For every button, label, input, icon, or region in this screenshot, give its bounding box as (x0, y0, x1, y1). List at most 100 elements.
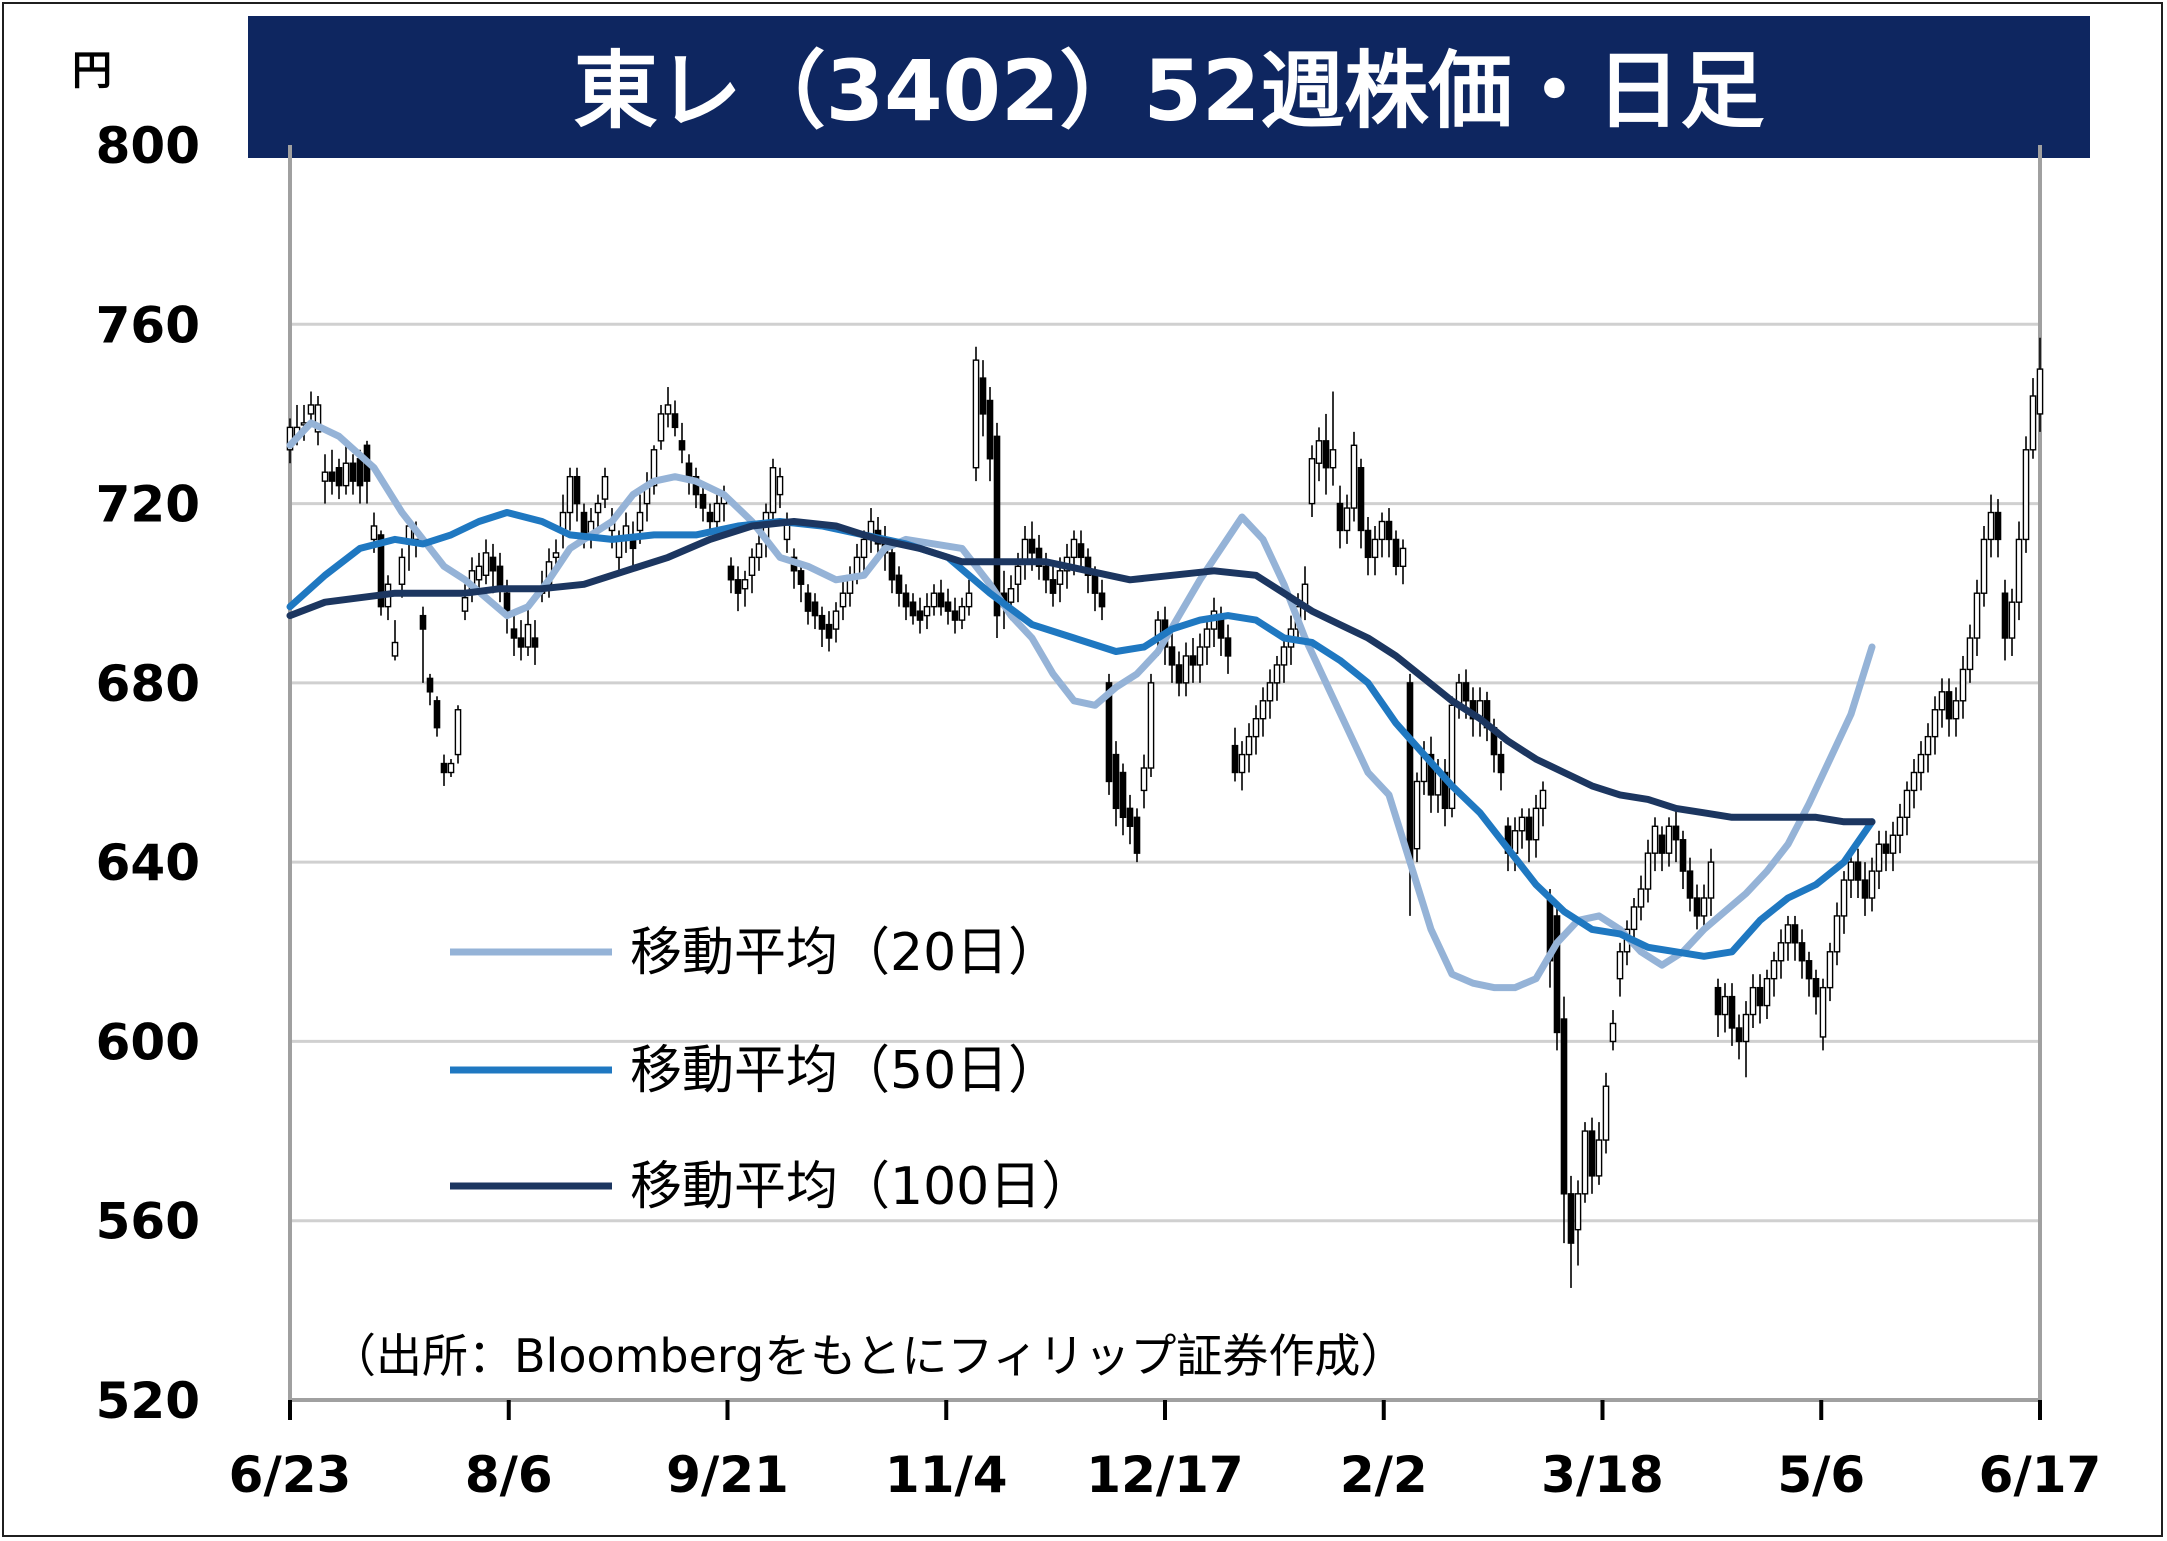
candle (475, 552, 483, 594)
candle-body-up (1539, 789, 1547, 810)
candle-body-down (531, 637, 539, 648)
legend-item-ma50: 移動平均（50日） (450, 1041, 1060, 1101)
candle-body-up (1826, 951, 1834, 989)
candle (398, 548, 406, 598)
candle (1168, 629, 1176, 683)
candle (1371, 525, 1379, 576)
candle (846, 566, 854, 607)
y-tick-label: 720 (96, 476, 200, 534)
candle (1301, 566, 1309, 621)
candle (790, 548, 798, 589)
candle (566, 467, 574, 531)
candle-body-up (1700, 897, 1708, 917)
candle (1539, 781, 1547, 827)
candle (1868, 857, 1876, 912)
candle (1910, 759, 1918, 809)
candle-body-up (1742, 1013, 1750, 1043)
candle-body-down (1091, 574, 1099, 594)
candle (2022, 436, 2030, 553)
candle-body-up (1924, 735, 1932, 756)
candle-body-down (1077, 543, 1085, 559)
candle (1651, 817, 1659, 872)
candle (1147, 673, 1155, 777)
candle (426, 673, 434, 706)
candle-body-up (832, 610, 840, 630)
candle (951, 597, 959, 634)
candle-body-down (503, 592, 511, 612)
candle-body-down (1658, 834, 1666, 854)
candle (657, 404, 665, 450)
candle-body-up (1308, 458, 1316, 505)
candle-body-up (1889, 834, 1897, 854)
x-tick-label: 3/18 (1541, 1446, 1664, 1504)
candle (1476, 687, 1484, 737)
candle-body-up (650, 449, 658, 487)
candle-body-down (678, 440, 686, 451)
candle (1112, 741, 1120, 827)
legend-label: 移動平均（50日） (630, 1041, 1060, 1101)
candle-body-down (1028, 538, 1036, 554)
candle (664, 387, 672, 428)
candle (888, 543, 896, 594)
candle (643, 472, 651, 522)
candle (1917, 741, 1925, 791)
candle (937, 579, 945, 616)
candle-body-down (1672, 825, 1680, 841)
candle (1560, 996, 1568, 1244)
candle-body-down (944, 601, 952, 612)
candle (797, 561, 805, 603)
candle-body-down (825, 623, 833, 639)
candle (1588, 1117, 1596, 1194)
candle (363, 440, 371, 504)
candle (1364, 517, 1372, 576)
candle-body-up (1448, 704, 1456, 810)
candle-body-up (1840, 879, 1848, 917)
candle (734, 566, 742, 612)
candle (1378, 512, 1386, 558)
candle (1035, 534, 1043, 580)
candle-body-up (391, 641, 399, 657)
candle (762, 503, 770, 558)
candle-body-down (1322, 440, 1330, 469)
candle (986, 387, 994, 482)
candle (1882, 830, 1890, 872)
candle-body-down (811, 601, 819, 617)
candle (594, 494, 602, 531)
candle-body-down (377, 534, 385, 608)
candle-body-down (1497, 753, 1505, 774)
candle-body-up (1238, 753, 1246, 774)
candle (1273, 655, 1281, 701)
candle-body-down (1035, 547, 1043, 568)
candle (825, 611, 833, 652)
candle-body-up (1875, 843, 1883, 872)
candle-body-up (636, 511, 644, 532)
candle (755, 530, 763, 571)
candle (1049, 566, 1057, 607)
candle-body-up (1350, 444, 1358, 509)
candle (524, 606, 532, 656)
candle-body-up (447, 762, 455, 774)
candle (1693, 884, 1701, 930)
y-tick-label: 520 (96, 1372, 200, 1430)
candle (1119, 763, 1127, 836)
candle (496, 552, 504, 603)
candle-body-down (895, 574, 903, 594)
candle-body-down (1392, 538, 1400, 568)
candle (601, 467, 609, 509)
candle (454, 705, 462, 764)
candle-body-up (769, 467, 777, 514)
candle-body-down (433, 700, 441, 729)
candlesticks (286, 337, 2044, 1288)
candle-body-down (1560, 1018, 1568, 1195)
candle-body-up (1637, 888, 1645, 908)
candle (909, 593, 917, 625)
y-tick-label: 800 (96, 117, 200, 175)
y-tick-label: 600 (96, 1013, 200, 1071)
candle-body-up (1952, 700, 1960, 720)
candle (678, 422, 686, 464)
candle (1231, 727, 1239, 782)
candle-body-down (797, 570, 805, 585)
candle (1581, 1122, 1589, 1203)
candle-body-up (1259, 700, 1267, 720)
candle-body-down (916, 610, 924, 621)
